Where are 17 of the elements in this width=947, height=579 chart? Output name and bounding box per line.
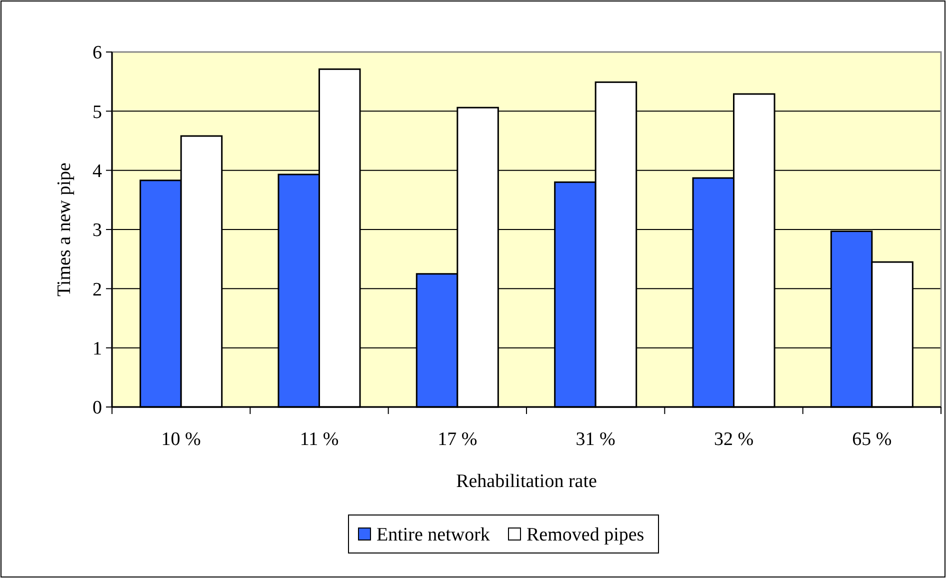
legend-label: Entire network — [376, 524, 490, 546]
x-tick-label: 17 % — [438, 429, 478, 450]
y-tick-label: 6 — [92, 42, 102, 64]
x-axis-title: Rehabilitation rate — [456, 471, 597, 492]
y-tick-label: 4 — [92, 160, 102, 182]
x-tick-label: 10 % — [161, 429, 202, 450]
x-tick-label: 65 % — [852, 429, 892, 450]
y-tick-label: 3 — [92, 220, 102, 242]
x-tick-label: 11 % — [300, 429, 339, 450]
y-tick-label: 5 — [92, 102, 102, 123]
y-tick-label: 1 — [92, 338, 102, 360]
x-tick-label: 31 % — [576, 429, 616, 450]
legend-label: Removed pipes — [526, 524, 644, 546]
x-tick-label: 32 % — [714, 429, 754, 450]
y-tick-label: 0 — [92, 398, 102, 419]
y-axis-title: Times a new pipe — [54, 162, 75, 296]
y-tick-label: 2 — [92, 279, 102, 300]
